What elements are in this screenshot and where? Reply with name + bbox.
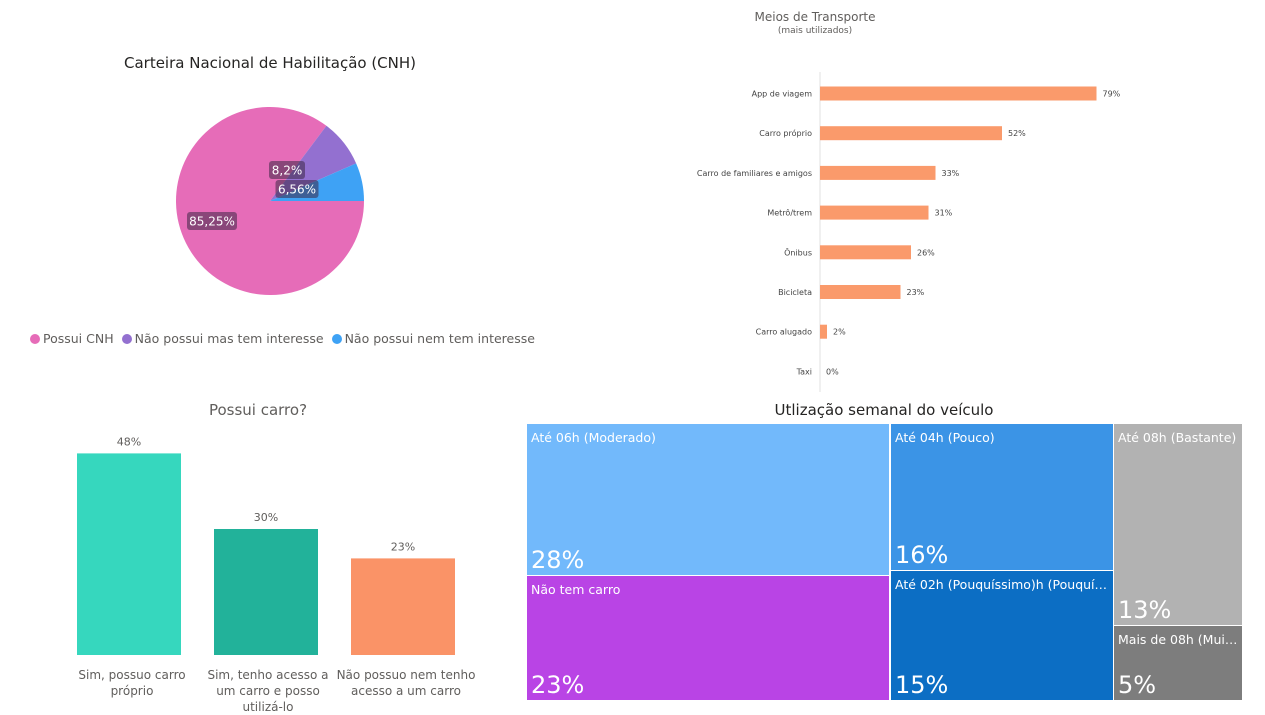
tile-value: 5% [1118, 671, 1157, 699]
tile-label: Não tem carro [531, 582, 621, 597]
usage-treemap: Até 06h (Moderado) 28% Não tem carro 23%… [526, 423, 1243, 701]
pie-label-background [275, 180, 319, 198]
pie-data-label: 6,56% [278, 183, 316, 197]
pie-slice[interactable] [176, 106, 364, 295]
transport-bar[interactable] [820, 324, 827, 339]
bar-category-label: Bicicleta [778, 288, 812, 297]
treemap-tile-bastante[interactable]: Até 08h (Bastante) 13% [1113, 423, 1243, 626]
pie-label-background [187, 212, 237, 230]
bar-value-label: 52% [1008, 129, 1026, 138]
tile-value: 13% [1118, 596, 1172, 624]
treemap-tile-moderado[interactable]: Até 06h (Moderado) 28% [526, 423, 890, 576]
bar-value-label: 33% [942, 169, 960, 178]
car-bar[interactable] [214, 529, 318, 655]
car-bar-value-label: 48% [117, 435, 141, 448]
tile-label: Até 02h (Pouquíssimo)h (Pouquíssi... [895, 577, 1109, 592]
bar-value-label: 31% [935, 209, 953, 218]
treemap-tile-muito[interactable]: Mais de 08h (Muito) 5% [1113, 625, 1243, 701]
tile-label: Até 04h (Pouco) [895, 430, 995, 445]
transport-bar[interactable] [820, 165, 936, 180]
transport-bar[interactable] [820, 245, 911, 260]
tile-value: 15% [895, 671, 949, 699]
cnh-pie-chart: 85,25% 8,2% 6,56% [176, 106, 364, 295]
bar-value-label: 26% [917, 248, 935, 257]
pie-data-label: 85,25% [189, 215, 235, 229]
bar-category-label: Metrô/trem [767, 208, 812, 218]
tile-label: Até 06h (Moderado) [531, 430, 656, 445]
legend-label: Não possui mas tem interesse [134, 331, 324, 346]
transport-bar[interactable] [820, 86, 1097, 101]
bar-value-label: 2% [833, 328, 846, 337]
legend-label: Não possui nem tem interesse [344, 331, 535, 346]
tile-value: 23% [531, 671, 585, 699]
car-bar[interactable] [351, 558, 455, 655]
transport-chart-subtitle: (mais utilizados) [777, 26, 853, 36]
bar-category-label: Carro de familiares e amigos [697, 169, 812, 178]
bar-value-label: 79% [1103, 90, 1121, 99]
bar-category-label: Ônibus [784, 246, 812, 257]
car-category-label: Sim, possuo carro próprio [78, 668, 186, 698]
car-column-chart: 48% 30% 23% [77, 435, 455, 655]
car-chart-title: Possui carro? [208, 401, 308, 419]
tile-value: 28% [531, 546, 585, 574]
legend-swatch-nao-possui-interesse [121, 333, 132, 344]
bar-category-label: Carro próprio [759, 128, 812, 138]
legend-swatch-sem-interesse [331, 333, 342, 344]
car-category-label: Sim, tenho acesso a um carro e posso uti… [207, 668, 329, 714]
transport-bar[interactable] [820, 285, 901, 299]
treemap-tile-pouquissimo[interactable]: Até 02h (Pouquíssimo)h (Pouquíssi... 15% [890, 570, 1114, 701]
pie-data-label: 8,2% [272, 164, 303, 178]
tile-label: Até 08h (Bastante) [1118, 430, 1237, 445]
legend-label: Possui CNH [43, 331, 114, 346]
bar-value-label: 23% [907, 288, 925, 297]
treemap-tile-nao-tem-carro[interactable]: Não tem carro 23% [526, 575, 890, 701]
treemap-title: Utlização semanal do veículo [774, 401, 994, 419]
car-category-label: Não possuo nem tenho acesso a um carro [336, 668, 476, 698]
bar-category-label: App de viagem [752, 90, 813, 99]
transport-chart-title: Meios de Transporte [754, 10, 876, 24]
pie-label-background [269, 161, 305, 179]
cnh-chart-title: Carteira Nacional de Habilitação (CNH) [123, 54, 417, 72]
treemap-tile-pouco[interactable]: Até 04h (Pouco) 16% [890, 423, 1114, 571]
legend-item-nao-possui-interesse[interactable]: Não possui mas tem interesse [121, 331, 324, 346]
legend-swatch-possui-cnh [30, 333, 40, 344]
tile-value: 16% [895, 541, 949, 569]
transport-bar-chart: App de viagem 79% Carro próprio 52% Carro de… [697, 72, 1121, 392]
bar-value-label: 0% [826, 367, 839, 376]
car-bar-value-label: 23% [391, 540, 415, 553]
legend-item-sem-interesse[interactable]: Não possui nem tem interesse [331, 331, 535, 346]
bar-category-label: Taxi [796, 367, 812, 376]
cnh-legend: Possui CNH Não possui mas tem interesse … [30, 331, 535, 346]
bar-category-label: Carro alugado [756, 328, 812, 337]
car-bar-value-label: 30% [254, 511, 278, 524]
transport-bar[interactable] [820, 205, 929, 220]
tile-label: Mais de 08h (Muito) [1118, 632, 1238, 647]
legend-item-possui-cnh[interactable]: Possui CNH [30, 331, 114, 346]
transport-bar[interactable] [820, 126, 1002, 141]
car-bar[interactable] [77, 453, 181, 655]
